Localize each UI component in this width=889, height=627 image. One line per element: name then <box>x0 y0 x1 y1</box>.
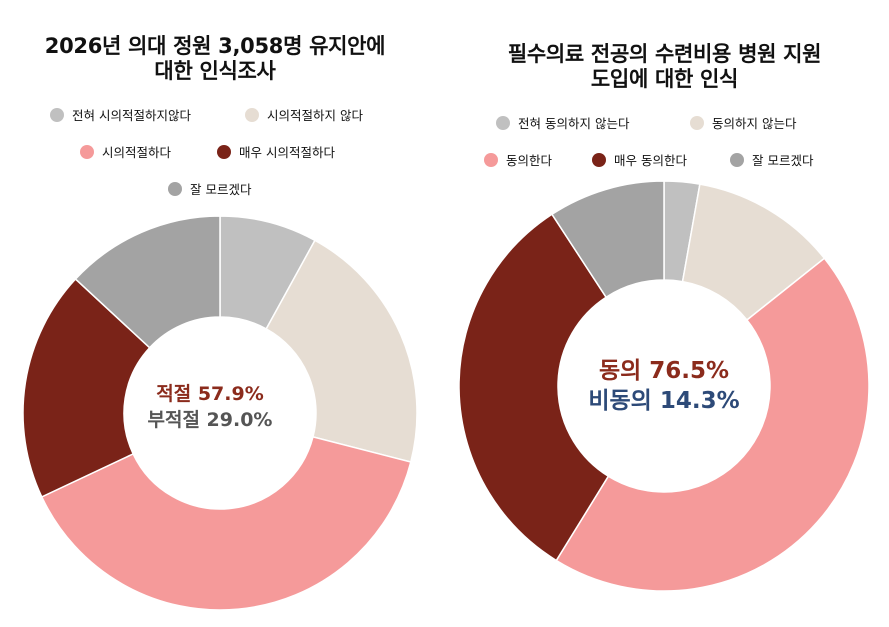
legend-item-left-3: 매우 시의적절하다 <box>217 142 335 161</box>
legend-swatch-left-2 <box>80 144 94 159</box>
center-label-left-agree: 적절 57.9% <box>156 383 264 405</box>
legend-swatch-left-0 <box>50 107 64 122</box>
legend-label-right-1: 동의하지 않는다 <box>712 116 797 131</box>
donut-chart-right <box>458 180 870 592</box>
legend-item-right-3: 매우 동의한다 <box>592 150 687 169</box>
legend-swatch-left-4 <box>168 181 182 196</box>
chart-title-right: 필수의료 전공의 수련비용 병원 지원 도입에 대한 인식 <box>507 42 822 91</box>
center-label-left-disagree: 부적절 29.0% <box>147 409 273 431</box>
legend-swatch-right-0 <box>496 115 510 130</box>
legend-label-right-4: 잘 모르겠다 <box>752 153 814 168</box>
legend-swatch-left-1 <box>245 107 259 122</box>
chart-panel-right: 필수의료 전공의 수련비용 병원 지원 도입에 대한 인식 전혀 동의하지 않는… <box>440 0 889 627</box>
donut-slice-right-3 <box>458 213 610 562</box>
legend-item-left-4: 잘 모르겠다 <box>168 179 251 198</box>
donut-slice-left-4 <box>74 215 221 349</box>
legend-item-left-2: 시의적절하다 <box>80 142 171 161</box>
center-label-right-agree: 동의 76.5% <box>598 358 730 384</box>
chart-panel-left: 2026년 의대 정원 3,058명 유지안에 대한 인식조사 전혀 시의적절하… <box>0 0 430 627</box>
legend-label-left-4: 잘 모르겠다 <box>190 182 252 197</box>
donut-slice-right-2 <box>555 257 870 592</box>
legend-swatch-right-1 <box>690 115 704 130</box>
center-summary-right: 동의 76.5% 비동의 14.3% <box>549 356 779 416</box>
legend-label-left-2: 시의적절하다 <box>102 145 172 160</box>
chart-title-left: 2026년 의대 정원 3,058명 유지안에 대한 인식조사 <box>44 34 386 83</box>
donut-chart-left <box>22 215 418 611</box>
legend-label-right-3: 매우 동의한다 <box>614 153 687 168</box>
legend-swatch-left-3 <box>217 144 231 159</box>
legend-swatch-right-4 <box>730 152 744 167</box>
legend-label-left-3: 매우 시의적절하다 <box>239 145 335 160</box>
legend-item-right-4: 잘 모르겠다 <box>730 150 813 169</box>
legend-swatch-right-3 <box>592 152 606 167</box>
center-summary-left: 적절 57.9% 부적절 29.0% <box>110 381 310 433</box>
legend-swatch-right-2 <box>484 152 498 167</box>
donut-slice-left-2 <box>40 435 412 611</box>
legend-label-left-0: 전혀 시의적절하지않다 <box>72 108 191 123</box>
legend-label-right-2: 동의한다 <box>506 153 553 168</box>
donut-slice-left-1 <box>265 239 418 463</box>
legend-item-right-0: 전혀 동의하지 않는다 <box>496 113 629 132</box>
legend-label-right-0: 전혀 동의하지 않는다 <box>518 116 630 131</box>
legend-item-left-1: 시의적절하지 않다 <box>245 105 363 124</box>
legend-label-left-1: 시의적절하지 않다 <box>267 108 363 123</box>
donut-slice-left-3 <box>22 277 151 498</box>
legend-item-right-1: 동의하지 않는다 <box>690 113 796 132</box>
center-label-right-disagree: 비동의 14.3% <box>588 388 740 414</box>
legend-item-left-0: 전혀 시의적절하지않다 <box>50 105 191 124</box>
donut-slice-right-4 <box>550 180 665 299</box>
legend-item-right-2: 동의한다 <box>484 150 552 169</box>
